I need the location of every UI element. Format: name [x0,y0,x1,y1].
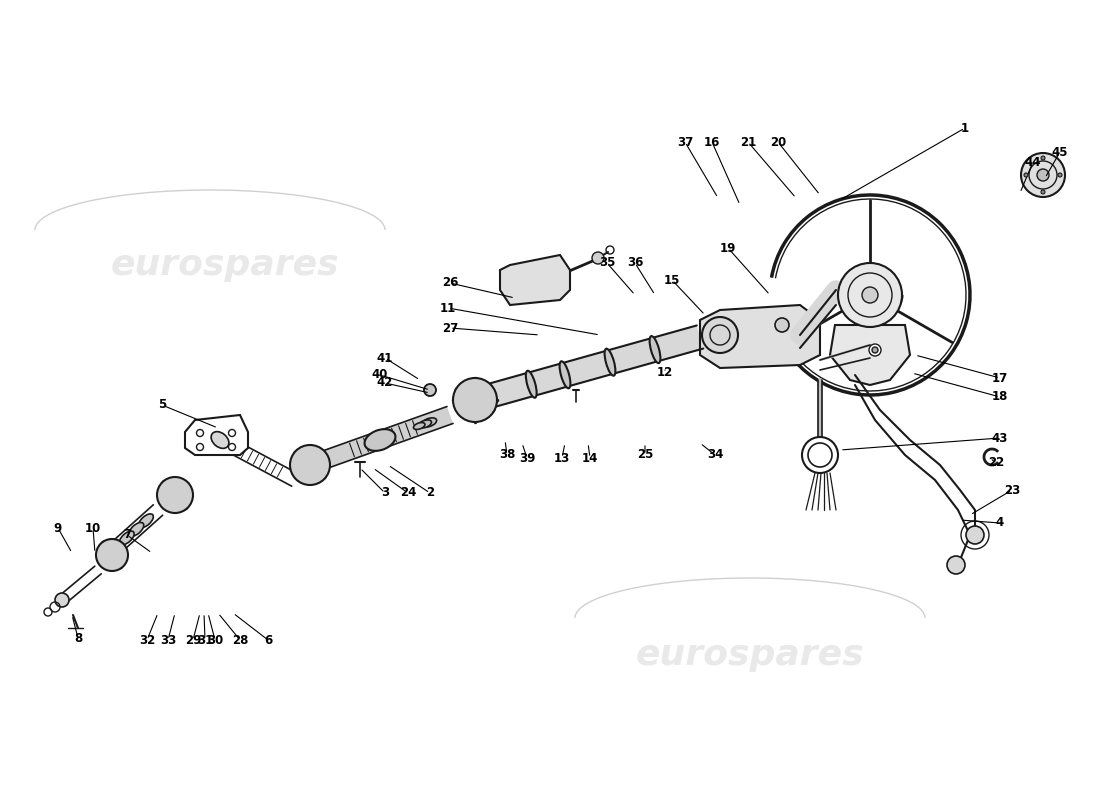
Circle shape [229,443,235,450]
Text: 40: 40 [372,369,388,382]
Text: 18: 18 [992,390,1009,403]
Ellipse shape [139,514,153,528]
Text: 12: 12 [657,366,673,379]
Circle shape [96,539,128,571]
Circle shape [197,443,204,450]
Text: 23: 23 [1004,483,1020,497]
Ellipse shape [120,531,134,545]
Text: 16: 16 [704,135,720,149]
Text: 45: 45 [1052,146,1068,158]
Circle shape [1024,173,1029,177]
Text: 21: 21 [740,135,756,149]
Text: 17: 17 [992,371,1008,385]
Circle shape [869,344,881,356]
Text: 13: 13 [554,451,570,465]
Text: 9: 9 [54,522,62,534]
Text: eurospares: eurospares [111,248,339,282]
Text: 3: 3 [381,486,389,499]
Circle shape [838,263,902,327]
Text: 26: 26 [442,277,459,290]
Text: 36: 36 [627,257,644,270]
Ellipse shape [421,418,437,427]
Ellipse shape [364,429,395,451]
Ellipse shape [455,386,495,414]
Text: 20: 20 [770,135,786,149]
Ellipse shape [560,362,571,388]
Text: 31: 31 [197,634,213,646]
Text: 25: 25 [637,449,653,462]
Circle shape [229,430,235,437]
Circle shape [947,556,965,574]
Circle shape [966,526,984,544]
Text: 22: 22 [988,457,1004,470]
Text: 44: 44 [1025,155,1042,169]
Circle shape [424,384,436,396]
Text: 30: 30 [207,634,223,646]
Text: 38: 38 [498,449,515,462]
Text: 34: 34 [707,449,723,462]
Ellipse shape [526,370,537,398]
Text: 27: 27 [442,322,458,334]
Text: 14: 14 [582,451,598,465]
Text: eurospares: eurospares [636,638,865,672]
Circle shape [55,593,69,607]
Ellipse shape [206,426,234,454]
Text: 10: 10 [85,522,101,534]
Polygon shape [307,406,453,474]
Circle shape [592,252,604,264]
Text: 4: 4 [996,517,1004,530]
Circle shape [872,347,878,353]
Circle shape [776,318,789,332]
Text: 8: 8 [74,631,82,645]
Ellipse shape [101,542,122,569]
Ellipse shape [294,450,327,479]
Circle shape [1041,156,1045,160]
Text: 5: 5 [158,398,166,411]
Circle shape [1041,190,1045,194]
Ellipse shape [418,420,431,428]
Text: 24: 24 [399,486,416,499]
Polygon shape [500,255,570,305]
Text: 33: 33 [160,634,176,646]
Text: 11: 11 [440,302,456,314]
Circle shape [197,430,204,437]
Circle shape [290,445,330,485]
Ellipse shape [650,336,660,363]
Text: 2: 2 [426,486,434,499]
Ellipse shape [211,432,229,448]
Circle shape [453,378,497,422]
Ellipse shape [162,481,188,510]
Circle shape [802,437,838,473]
Circle shape [1021,153,1065,197]
Text: 1: 1 [961,122,969,134]
Text: 43: 43 [992,431,1009,445]
Text: 6: 6 [264,634,272,646]
Ellipse shape [129,522,144,536]
Polygon shape [700,305,820,368]
Circle shape [862,287,878,303]
Text: 28: 28 [232,634,249,646]
Polygon shape [830,325,910,385]
Text: 42: 42 [377,377,393,390]
Circle shape [1058,173,1062,177]
Text: 19: 19 [719,242,736,254]
Ellipse shape [414,422,425,430]
Circle shape [157,477,192,513]
Text: 39: 39 [519,451,536,465]
Text: 41: 41 [377,351,393,365]
Circle shape [1037,169,1049,181]
Text: 32: 32 [139,634,155,646]
Text: 37: 37 [676,135,693,149]
Circle shape [702,317,738,353]
Circle shape [808,443,832,467]
Polygon shape [472,326,703,411]
Polygon shape [185,415,248,455]
Text: 29: 29 [185,634,201,646]
Ellipse shape [605,349,615,376]
Text: 7: 7 [123,529,131,542]
Text: 15: 15 [663,274,680,286]
Text: 35: 35 [598,257,615,270]
